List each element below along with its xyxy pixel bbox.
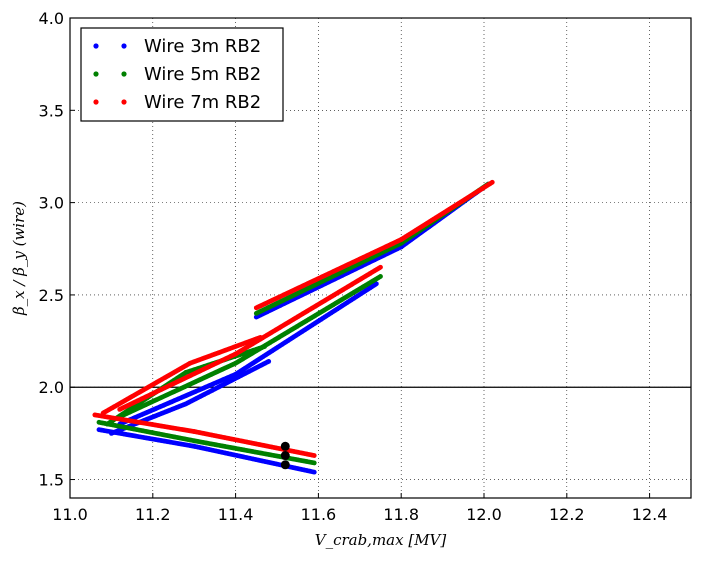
y-tick-label: 4.0 [39, 9, 64, 28]
data-point [378, 274, 383, 279]
data-point [373, 281, 379, 287]
y-tick-label: 3.5 [39, 101, 64, 120]
data-points [92, 179, 495, 475]
data-point [311, 469, 317, 475]
legend-label: Wire 3m RB2 [144, 36, 261, 57]
x-axis-label: V_crab,max [MV] [315, 531, 447, 549]
y-tick-label: 2.0 [39, 378, 64, 397]
tick-labels: 11.0 11.2 11.4 11.6 11.8 12.0 12.2 12.4 1.5 2.0 2.… [39, 9, 668, 524]
x-tick-label: 12.0 [466, 505, 502, 524]
data-point [266, 358, 272, 364]
y-tick-label: 3.0 [39, 194, 64, 213]
legend-label: Wire 5m RB2 [144, 64, 261, 85]
highlight-point [280, 460, 290, 470]
legend: Wire 3m RB2 Wire 5m RB2 Wire 7m RB2 [80, 27, 284, 122]
x-tick-label: 11.8 [383, 505, 419, 524]
data-point [378, 264, 383, 270]
y-axis-label: β_x / β_y (wire) [10, 201, 28, 316]
legend-label: Wire 7m RB2 [144, 92, 261, 113]
data-point [311, 460, 317, 466]
x-tick-label: 11.2 [135, 505, 171, 524]
data-point [311, 453, 317, 458]
highlight-point [280, 451, 290, 461]
y-tick-label: 2.5 [39, 286, 64, 305]
highlight-point [280, 441, 290, 451]
x-tick-label: 12.4 [632, 505, 668, 524]
x-tick-label: 11.4 [218, 505, 254, 524]
legend-marker [121, 43, 127, 49]
series-3 [92, 179, 495, 458]
legend-box [80, 27, 284, 122]
y-tick-label: 1.5 [39, 471, 64, 490]
legend-marker [93, 99, 99, 105]
legend-marker [93, 71, 99, 77]
legend-marker [121, 71, 127, 77]
plot-frame [69, 17, 692, 499]
x-tick-label: 11.6 [301, 505, 337, 524]
legend-marker [121, 99, 127, 105]
x-tick-label: 11.0 [52, 505, 88, 524]
x-tick-label: 12.2 [549, 505, 585, 524]
data-point [489, 179, 495, 185]
legend-marker [93, 43, 99, 49]
